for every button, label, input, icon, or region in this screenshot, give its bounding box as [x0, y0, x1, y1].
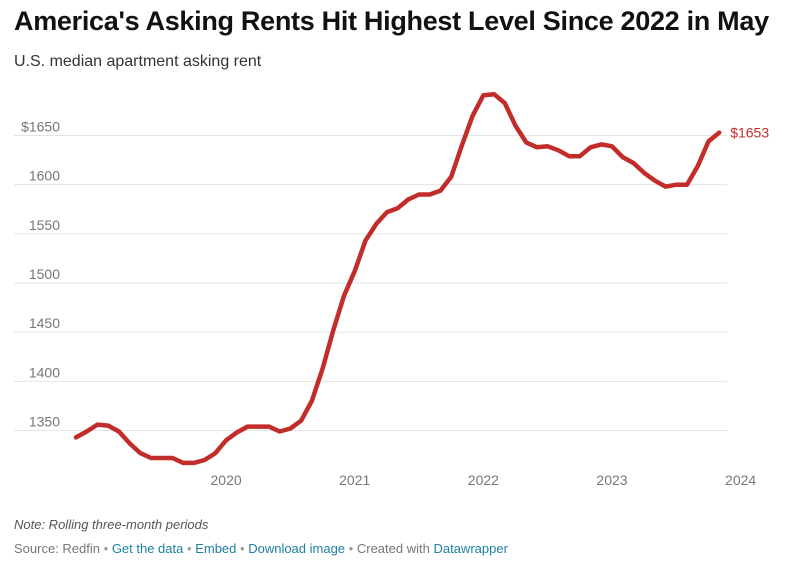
- y-tick-label: 1450: [29, 315, 60, 331]
- datawrapper-link[interactable]: Datawrapper: [433, 541, 508, 556]
- source-text: Source: Redfin: [14, 541, 100, 556]
- x-tick-label: 2021: [339, 472, 370, 488]
- chart-title: America's Asking Rents Hit Highest Level…: [14, 6, 769, 36]
- y-tick-label: 1600: [29, 168, 60, 184]
- y-axis-tick-labels: 1350 1400 1450 1500 1550 1600 $1650: [21, 119, 60, 430]
- end-value-label: $1653: [730, 125, 769, 141]
- separator-dot: •: [187, 541, 192, 556]
- get-the-data-link[interactable]: Get the data: [111, 541, 184, 556]
- x-tick-label: 2020: [211, 472, 242, 488]
- separator-dot: •: [240, 541, 245, 556]
- embed-link[interactable]: Embed: [195, 541, 237, 556]
- chart-note: Note: Rolling three-month periods: [14, 517, 209, 532]
- x-tick-label: 2024: [725, 472, 756, 488]
- y-tick-label: 1400: [29, 364, 60, 380]
- grid-lines: [14, 135, 727, 431]
- chart-subtitle: U.S. median apartment asking rent: [14, 53, 262, 70]
- created-with-text: Created with: [356, 541, 430, 556]
- y-tick-label: 1500: [29, 266, 60, 282]
- x-axis-tick-labels: 2020 2021 2022 2023 2024: [211, 472, 757, 488]
- y-tick-label: $1650: [21, 119, 60, 135]
- y-tick-label: 1550: [29, 217, 60, 233]
- download-image-link[interactable]: Download image: [248, 541, 346, 556]
- y-tick-label: 1350: [29, 414, 60, 430]
- separator-dot: •: [103, 541, 109, 556]
- source-line: Source: Redfin • Get the data • Embed • …: [14, 541, 508, 556]
- x-tick-label: 2023: [596, 472, 627, 488]
- x-tick-label: 2022: [468, 472, 499, 488]
- separator-dot: •: [348, 541, 354, 556]
- series-line-asking-rent: [73, 91, 722, 466]
